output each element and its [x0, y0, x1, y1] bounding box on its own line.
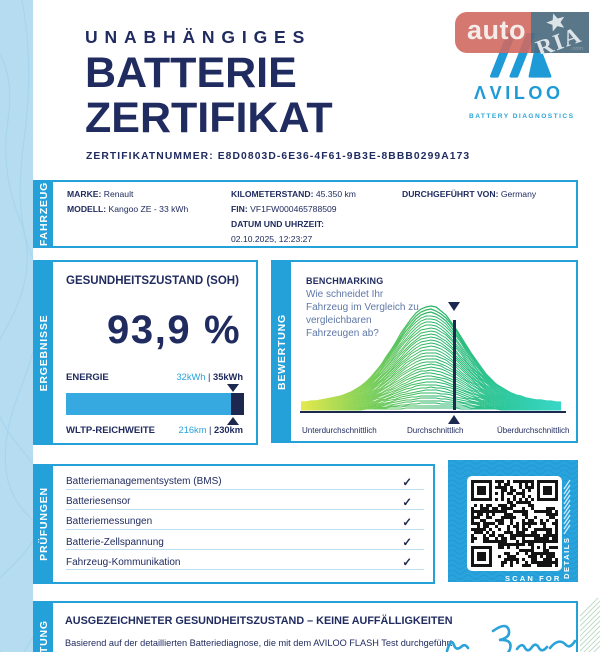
svg-text:.com: .com	[571, 46, 583, 52]
